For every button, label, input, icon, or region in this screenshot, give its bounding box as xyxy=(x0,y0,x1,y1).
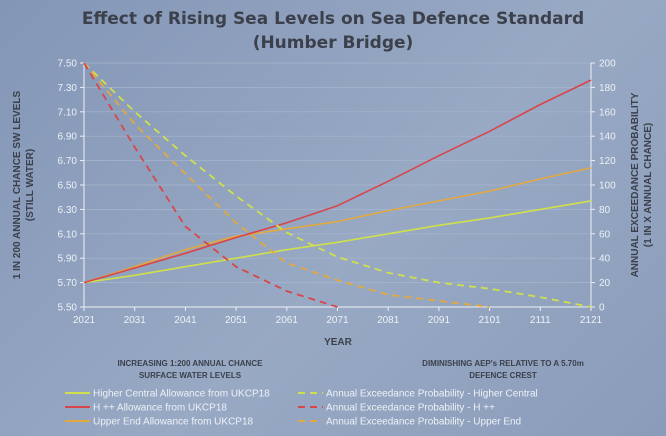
legend-label: Annual Exceedance Probability - H ++ xyxy=(326,403,495,414)
y2-tick-label: 20 xyxy=(599,278,611,289)
x-tick-label: 2101 xyxy=(478,315,501,326)
y2-tick-label: 100 xyxy=(599,181,616,192)
y2-tick-label: 80 xyxy=(599,205,611,216)
y-tick-label: 5.70 xyxy=(58,278,78,289)
x-tick-label: 2031 xyxy=(124,315,147,326)
y-tick-label: 5.50 xyxy=(58,303,78,314)
y-axis-title: 1 IN 200 ANNUAL CHANCE SW LEVELS xyxy=(12,90,23,279)
y-tick-label: 6.90 xyxy=(58,132,78,143)
series-line-1 xyxy=(83,79,592,284)
x-tick-label: 2061 xyxy=(276,315,299,326)
legend-right: DIMINISHING AEP's RELATIVE TO A 5.70m DE… xyxy=(422,359,584,380)
y-tick-label: 6.50 xyxy=(58,181,78,192)
y-tick-label: 5.90 xyxy=(58,254,78,265)
y2-tick-label: 180 xyxy=(599,83,616,94)
legend-label: Annual Exceedance Probability - Higher C… xyxy=(326,389,538,400)
y2-tick-label: 40 xyxy=(599,254,611,265)
gridlines xyxy=(84,62,591,283)
y-axis-title-line2: (STILL WATER) xyxy=(25,149,36,221)
y-tick-label: 7.30 xyxy=(58,83,78,94)
x-tick-label: 2051 xyxy=(225,315,248,326)
y2-tick-label: 60 xyxy=(599,229,611,240)
y-tick-label: 6.10 xyxy=(58,229,78,240)
legend-items: Higher Central Allowance from UKCP18 H ++… xyxy=(65,389,538,428)
y-tick-label: 6.70 xyxy=(58,156,78,167)
y2-tick-label: 200 xyxy=(599,59,616,70)
axes: 5.50 5.70 5.90 6.10 6.30 6.50 6.70 6.90 7.10 7.30… xyxy=(58,59,617,327)
legend-right-heading-2: DEFENCE CREST xyxy=(469,371,537,380)
legend-right-heading: DIMINISHING AEP's RELATIVE TO A 5.70m xyxy=(422,359,584,368)
x-tick-label: 2111 xyxy=(530,315,551,326)
series-line-0 xyxy=(83,200,592,284)
y2-tick-label: 140 xyxy=(599,132,616,143)
chart-subtitle: (Humber Bridge) xyxy=(253,33,414,53)
x-tick-label: 2021 xyxy=(73,315,96,326)
y-tick-label: 6.30 xyxy=(58,205,78,216)
legend-label: H ++ Allowance from UKCP18 xyxy=(93,403,227,414)
y2-tick-label: 120 xyxy=(599,156,616,167)
legend-label: Upper End Allowance from UKCP18 xyxy=(93,417,254,428)
y-tick-label: 7.50 xyxy=(58,59,78,70)
series-line-3 xyxy=(83,62,592,308)
legend-left: INCREASING 1:200 ANNUAL CHANCE SURFACE W… xyxy=(118,359,264,380)
legend-label: Higher Central Allowance from UKCP18 xyxy=(93,389,270,400)
series-lines xyxy=(83,62,592,308)
x-tick-label: 2091 xyxy=(428,315,451,326)
x-tick-label: 2041 xyxy=(174,315,197,326)
y2-axis-title: ANNUAL EXCEEDANCE PROBABILITY xyxy=(630,92,641,277)
legend-label: Annual Exceedance Probability - Upper En… xyxy=(326,417,521,428)
x-tick-label: 2081 xyxy=(377,315,400,326)
y-tick-label: 7.10 xyxy=(58,107,78,118)
x-tick-label: 2071 xyxy=(326,315,349,326)
series-line-5 xyxy=(83,62,490,308)
y2-tick-label: 0 xyxy=(599,303,605,314)
x-tick-label: 2121 xyxy=(580,315,603,326)
y2-tick-label: 160 xyxy=(599,107,616,118)
chart-title: Effect of Rising Sea Levels on Sea Defen… xyxy=(82,9,584,29)
x-axis-title: YEAR xyxy=(324,337,353,348)
y2-axis-title-line2: (1 IN X ANNUAL CHANCE) xyxy=(643,123,654,247)
legend-left-heading-2: SURFACE WATER LEVELS xyxy=(139,371,242,380)
legend-left-heading: INCREASING 1:200 ANNUAL CHANCE xyxy=(118,359,264,368)
